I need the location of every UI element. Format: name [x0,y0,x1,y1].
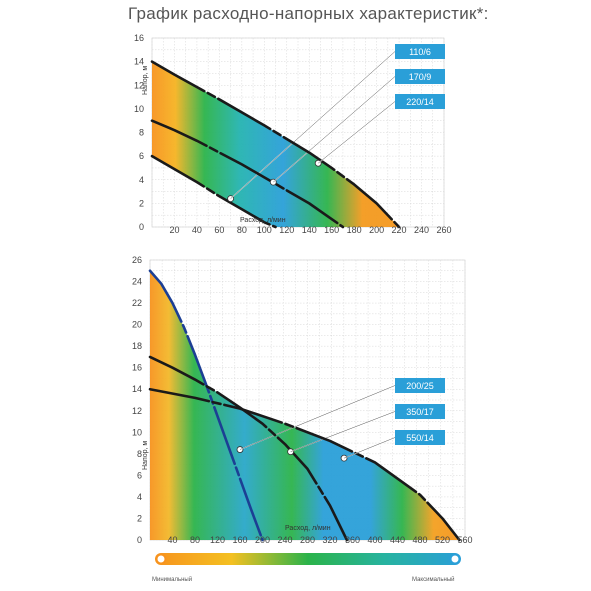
legend-max-label: Максимальный [412,576,455,583]
x-tick-label: 360 [345,535,360,545]
x-tick-label: 260 [436,225,451,235]
series-tag-box [395,94,445,109]
y-tick-label: 8 [137,449,142,459]
series-tag-box [395,404,445,419]
x-tick-label: 160 [324,225,339,235]
y-tick-label: 2 [137,513,142,523]
min-marker-icon [155,553,167,565]
x-tick-label: 520 [435,535,450,545]
y-tick-label: 10 [132,427,142,437]
x-tick-label: 120 [210,535,225,545]
series-curve-550-14 [148,387,461,542]
x-tick-label: 240 [414,225,429,235]
page-title: График расходно-напорных характеристик*: [128,4,489,23]
x-tick-label: 20 [169,225,179,235]
y-tick-label: 10 [134,104,144,114]
x-tick-label: 240 [277,535,292,545]
y-tick-label: 16 [134,33,144,43]
gradient-bar [155,553,461,565]
series-tag-box [395,69,445,84]
series-leader-line-outline [290,411,396,452]
x-tick-label: 120 [279,225,294,235]
series-curve-220-14 [150,60,401,229]
series-curve-110-6 [150,154,277,229]
x-tick-label: 480 [412,535,427,545]
series-tag-box [395,378,445,393]
y-tick-label: 0 [137,535,142,545]
legend-gradient-bar: Минимальный Максимальный [152,553,461,583]
x-tick-label: 280 [300,535,315,545]
x-axis-label: Расход, л/мин [285,525,331,532]
series-leader-line-outline [273,76,396,183]
series-curve-350-17 [148,355,349,542]
y-tick-label: 4 [139,175,144,185]
y-tick-label: 16 [132,363,142,373]
max-marker-icon [449,553,461,565]
series-tag-box [395,44,445,59]
series-tag-label: 170/9 [409,72,432,82]
y-tick-label: 26 [132,255,142,265]
series-tag-label: 350/17 [406,407,434,417]
y-tick-label: 24 [132,277,142,287]
series-curve-200-25 [148,269,264,542]
x-tick-label: 180 [347,225,362,235]
x-tick-label: 200 [369,225,384,235]
x-tick-label: 40 [167,535,177,545]
x-tick-label: 140 [302,225,317,235]
x-tick-label: 200 [255,535,270,545]
x-tick-label: 220 [392,225,407,235]
y-tick-label: 14 [134,57,144,67]
y-tick-label: 12 [134,80,144,90]
x-tick-label: 160 [232,535,247,545]
y-axis-label: Напор, м [142,441,149,470]
x-tick-label: 100 [257,225,272,235]
y-tick-label: 6 [137,470,142,480]
series-tag-label: 220/14 [406,97,434,107]
y-tick-label: 20 [132,320,142,330]
x-tick-label: 400 [367,535,382,545]
y-tick-label: 22 [132,298,142,308]
series-leader-line-outline [318,101,396,164]
legend-min-label: Минимальный [152,576,192,583]
x-tick-label: 440 [390,535,405,545]
x-axis-label: Расход, л/мин [240,217,286,224]
y-tick-label: 6 [139,151,144,161]
x-tick-label: 80 [237,225,247,235]
x-tick-label: 320 [322,535,337,545]
x-tick-label: 40 [192,225,202,235]
x-tick-label: 560 [457,535,472,545]
x-tick-label: 80 [190,535,200,545]
y-tick-label: 0 [139,222,144,232]
series-tag-label: 200/25 [406,381,434,391]
series-leader-line-outline [239,385,396,450]
y-tick-label: 14 [132,384,142,394]
series-tag-label: 110/6 [409,47,431,57]
y-tick-label: 18 [132,341,142,351]
series-tag-label: 550/14 [406,433,434,443]
y-tick-label: 4 [137,492,142,502]
series-tag-box [395,430,445,445]
y-axis-label: Напор, м [142,66,149,95]
y-tick-label: 2 [139,198,144,208]
x-tick-label: 60 [214,225,224,235]
y-tick-label: 12 [132,406,142,416]
series-curve-170-9 [150,119,345,229]
y-tick-label: 8 [139,128,144,138]
series-leader-line-outline [343,437,396,459]
